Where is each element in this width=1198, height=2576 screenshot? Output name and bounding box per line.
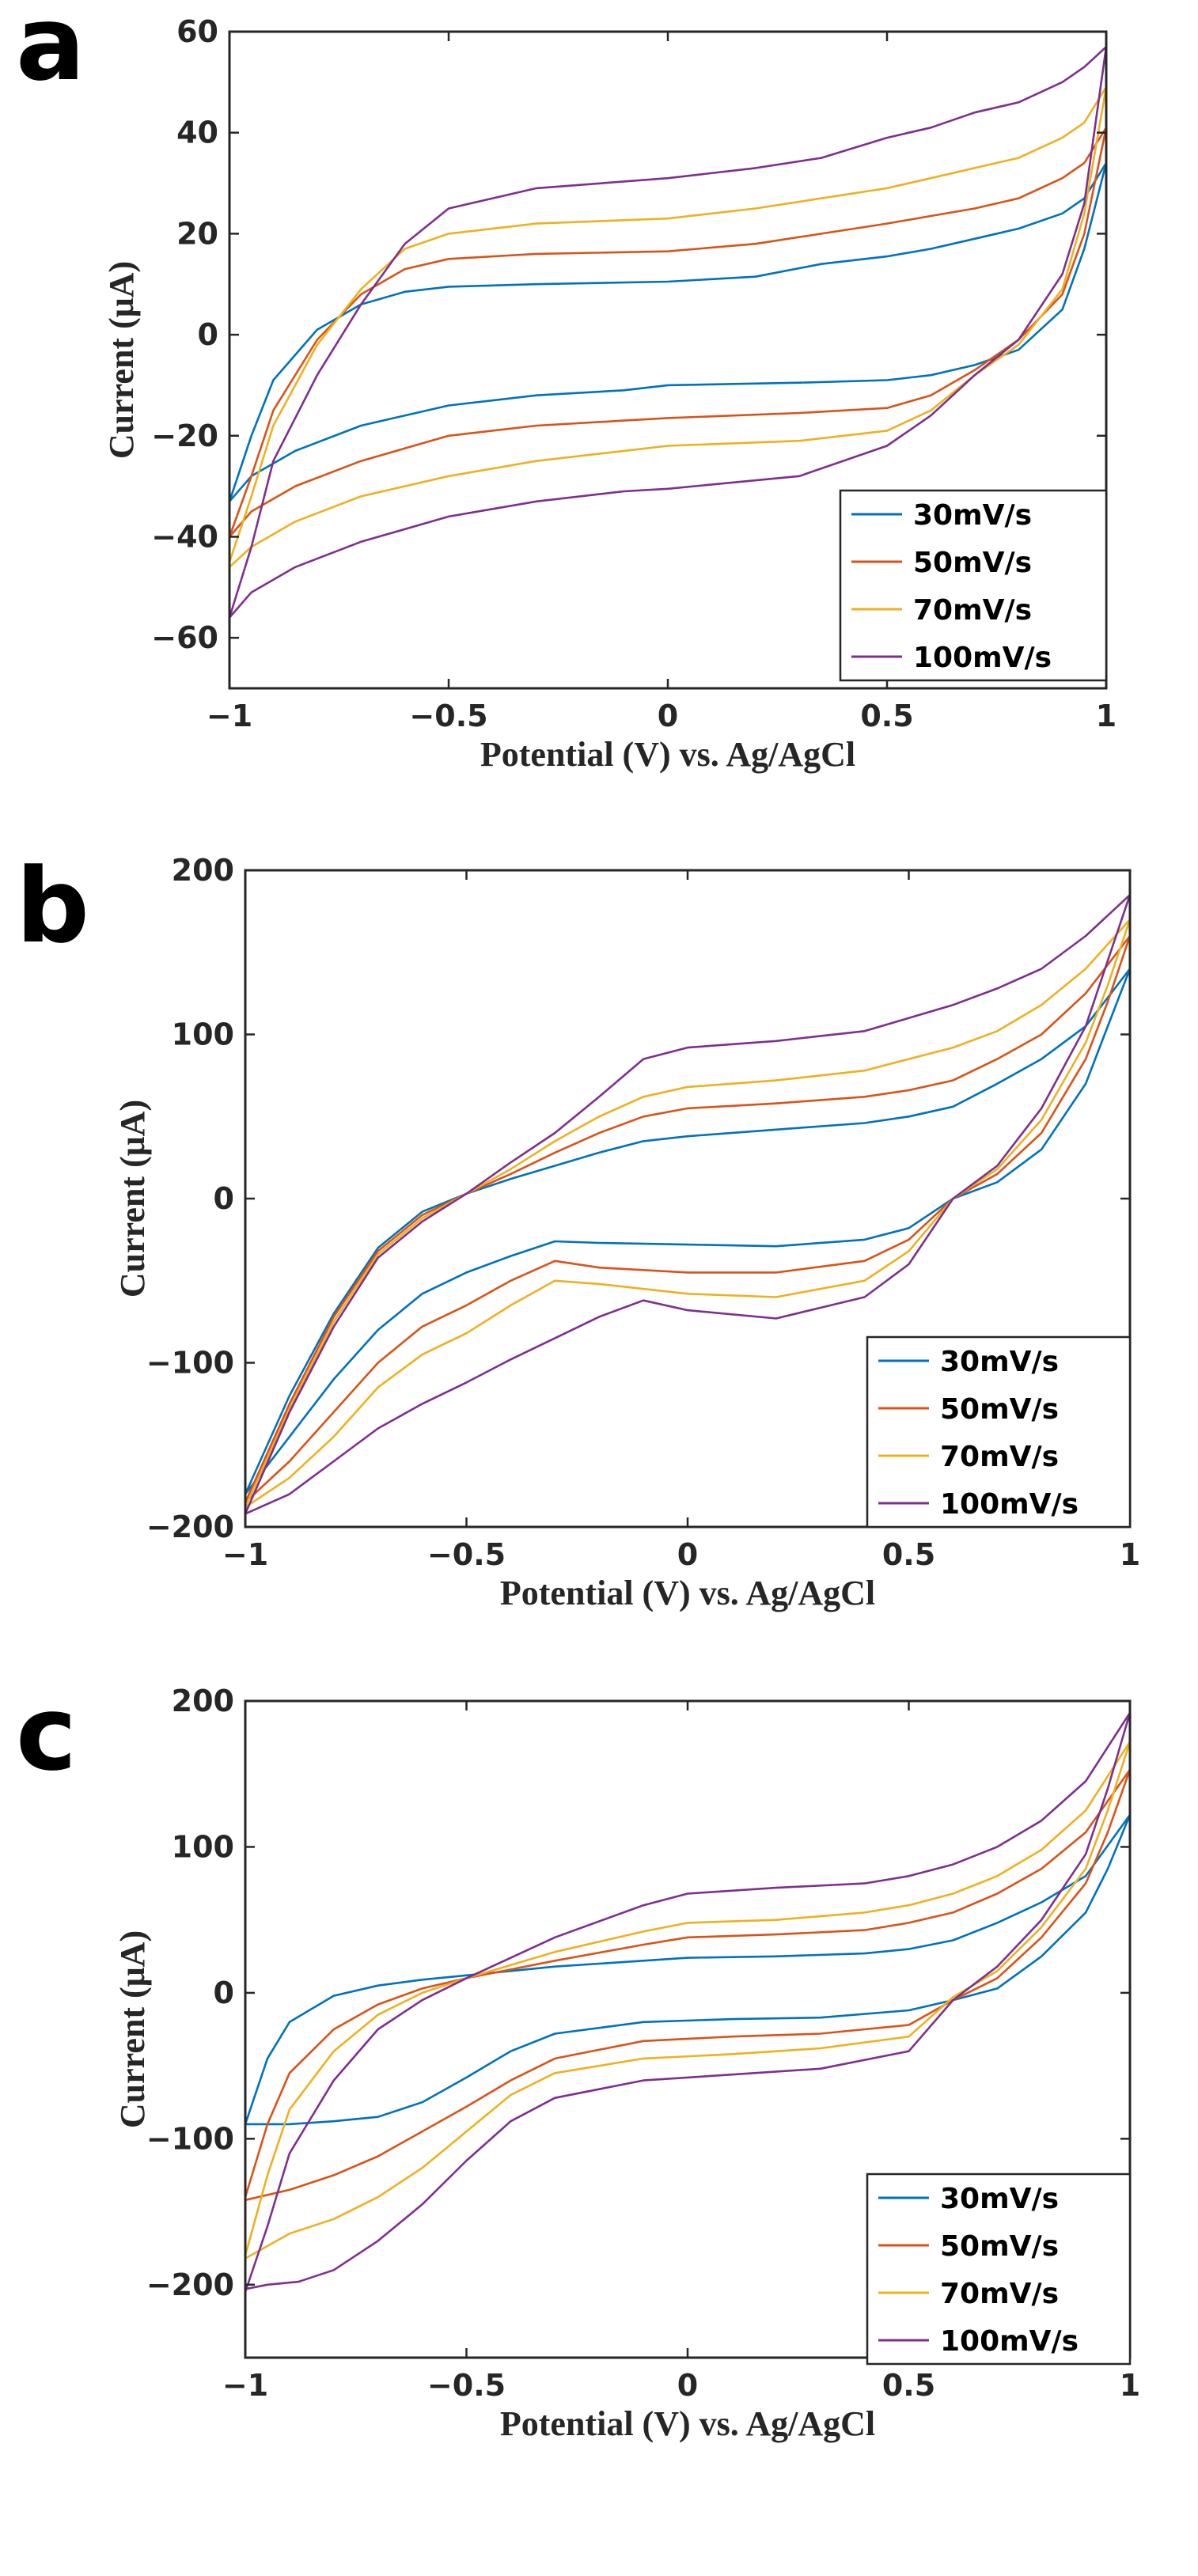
legend-label: 100mV/s	[940, 2325, 1079, 2358]
x-tick-label: −1	[222, 1537, 268, 1572]
x-tick-label: 0.5	[882, 1537, 935, 1572]
x-tick-label: 0.5	[882, 2368, 935, 2403]
legend: 30mV/s 50mV/s 70mV/s 100mV/s	[866, 2173, 1132, 2366]
y-tick-label: 100	[172, 1017, 234, 1052]
y-tick-label: −200	[146, 2267, 234, 2302]
chart-panel-a: a −1 −0.5 0 0.5 1 −60 −40 −20 0 20 40 60 Potential (V…	[16, 0, 1116, 774]
x-axis-title: Potential (V) vs. Ag/AgCl	[500, 2404, 875, 2443]
y-tick-label: −200	[146, 1510, 234, 1544]
series-line-100mV-s	[244, 1711, 1132, 2294]
legend-box	[839, 489, 1108, 682]
legend-label: 50mV/s	[913, 547, 1032, 579]
y-tick-label: −60	[151, 620, 218, 655]
legend-label: 50mV/s	[940, 2230, 1059, 2263]
legend-label: 100mV/s	[940, 1488, 1079, 1521]
legend-label: 50mV/s	[940, 1393, 1059, 1426]
y-tick-label: 100	[172, 1829, 234, 1864]
y-tick-label: 200	[172, 1684, 234, 1718]
x-tick-label: −0.5	[427, 1537, 506, 1572]
legend-label: 30mV/s	[913, 499, 1032, 532]
y-tick-label: −100	[146, 2121, 234, 2156]
x-tick-label: 0	[658, 699, 678, 733]
x-tick-label: 0	[677, 1537, 698, 1572]
x-tick-label: −0.5	[409, 699, 487, 733]
x-tick-label: 0	[677, 2368, 698, 2403]
legend-label: 30mV/s	[940, 2183, 1059, 2215]
x-tick-label: −1	[207, 699, 252, 733]
series-line-100mV-s	[228, 45, 1108, 619]
y-tick-label: −20	[151, 419, 218, 453]
y-tick-label: −40	[151, 519, 218, 554]
x-tick-label: −1	[222, 2368, 268, 2403]
panel-letter: a	[16, 0, 85, 104]
y-tick-label: 40	[176, 116, 218, 150]
legend-label: 30mV/s	[940, 1346, 1059, 1378]
series-line-70mV-s	[228, 85, 1108, 569]
x-tick-label: −0.5	[427, 2368, 506, 2403]
y-tick-label: 0	[214, 1976, 234, 2010]
x-axis-title: Potential (V) vs. Ag/AgCl	[500, 1574, 875, 1612]
legend: 30mV/s 50mV/s 70mV/s 100mV/s	[839, 489, 1108, 682]
y-tick-label: 0	[214, 1181, 234, 1216]
y-axis-title: Current (μA)	[113, 1100, 152, 1297]
legend-label: 70mV/s	[940, 2278, 1059, 2310]
x-tick-label: 1	[1096, 699, 1116, 733]
y-tick-label: 20	[176, 216, 218, 251]
series-line-70mV-s	[244, 1741, 1132, 2260]
chart-panel-c: c −1 −0.5 0 0.5 1 −200 −100 0 100 200 Potential (V)…	[16, 1673, 1140, 2443]
legend-label: 70mV/s	[940, 1441, 1059, 1473]
y-axis-title: Current (μA)	[113, 1930, 152, 2128]
legend-box	[866, 2173, 1132, 2366]
series-line-50mV-s	[228, 127, 1108, 538]
x-tick-label: 0.5	[860, 699, 913, 733]
panel-letter: c	[16, 1673, 77, 1794]
x-axis-title: Potential (V) vs. Ag/AgCl	[480, 735, 855, 774]
series-line-100mV-s	[244, 893, 1132, 1515]
legend-box	[866, 1335, 1132, 1529]
legend-label: 100mV/s	[913, 642, 1052, 674]
y-tick-label: 200	[172, 853, 234, 888]
x-tick-label: 1	[1120, 2368, 1140, 2403]
legend-label: 70mV/s	[913, 594, 1032, 627]
y-axis-title: Current (μA)	[102, 261, 141, 459]
y-tick-label: −100	[146, 1346, 234, 1381]
y-tick-label: 0	[198, 317, 218, 352]
y-tick-label: 60	[176, 14, 218, 49]
x-tick-label: 1	[1120, 1537, 1140, 1572]
legend: 30mV/s 50mV/s 70mV/s 100mV/s	[866, 1335, 1132, 1529]
chart-panel-b: b −1 −0.5 0 0.5 1 −200 −100 0 100 200 Potential (V)…	[16, 846, 1140, 1612]
panel-letter: b	[16, 846, 89, 966]
